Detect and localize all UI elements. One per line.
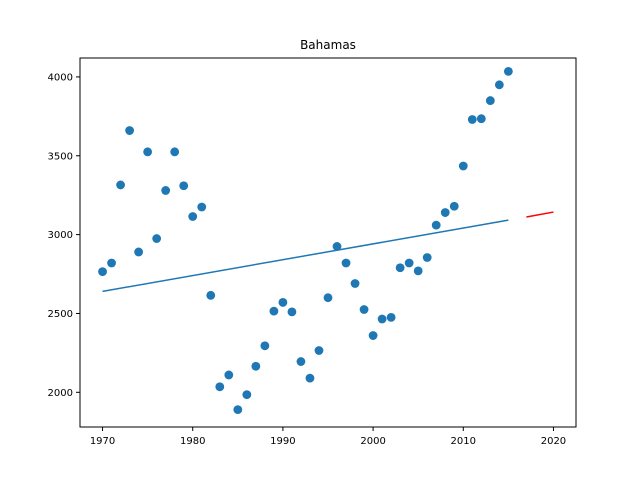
- data-point: [368, 331, 378, 340]
- data-point: [287, 307, 297, 317]
- data-point: [503, 67, 513, 76]
- y-tick-label: 4000: [48, 72, 73, 83]
- x-tick-label: 1970: [90, 436, 115, 447]
- data-point: [305, 373, 315, 383]
- data-point: [116, 180, 125, 190]
- data-point: [359, 305, 369, 314]
- data-point: [431, 220, 441, 230]
- data-point: [98, 267, 107, 277]
- chart-title: Bahamas: [300, 38, 356, 52]
- points-layer: [98, 67, 513, 415]
- data-point: [197, 202, 207, 212]
- x-tick-label: 2010: [451, 436, 476, 447]
- data-point: [242, 390, 252, 400]
- plot-frame: [79, 57, 577, 428]
- data-point: [224, 370, 234, 380]
- data-point: [404, 258, 414, 268]
- data-point: [386, 313, 396, 322]
- data-point: [152, 234, 162, 243]
- data-point: [377, 314, 387, 324]
- data-point: [323, 293, 333, 303]
- forecast-line: [526, 211, 554, 218]
- data-point: [467, 115, 477, 124]
- y-tick-label: 2000: [48, 388, 73, 399]
- data-point: [296, 357, 306, 366]
- data-point: [143, 147, 153, 157]
- fit-layer: [102, 211, 554, 293]
- plot-background: [80, 58, 576, 427]
- y-tick-label: 3000: [48, 230, 73, 241]
- data-point: [251, 361, 261, 371]
- data-point: [278, 298, 288, 307]
- x-tick-label: 1980: [180, 436, 205, 447]
- data-point: [494, 80, 504, 90]
- x-tick-label: 2020: [541, 436, 566, 447]
- data-point: [413, 266, 423, 276]
- x-tick-label: 1990: [270, 436, 295, 447]
- y-tick-label: 2500: [48, 309, 73, 320]
- data-point: [341, 258, 351, 268]
- data-point: [269, 306, 279, 316]
- x-axis: 1970 1980 1990 2000 2010 2020: [90, 427, 566, 447]
- data-point: [215, 382, 225, 392]
- data-point: [161, 186, 171, 195]
- data-point: [440, 208, 450, 217]
- data-point: [332, 242, 342, 251]
- data-point: [476, 114, 486, 124]
- data-point: [260, 341, 270, 351]
- y-axis: 2000 2500 3000 3500 4000: [48, 72, 80, 399]
- x-tick-label: 2000: [360, 436, 385, 447]
- data-point: [134, 247, 144, 257]
- data-point: [233, 405, 243, 415]
- data-point: [395, 263, 405, 273]
- data-point: [107, 258, 116, 268]
- data-point: [206, 290, 216, 300]
- data-point: [422, 253, 432, 262]
- data-point: [485, 96, 495, 105]
- data-point: [350, 279, 360, 288]
- data-point: [449, 201, 459, 211]
- data-point: [179, 181, 189, 191]
- data-point: [314, 346, 324, 355]
- data-point: [188, 212, 198, 221]
- data-point: [125, 126, 134, 135]
- data-point: [170, 147, 180, 157]
- y-tick-label: 3500: [48, 151, 73, 162]
- data-point: [458, 161, 468, 171]
- trend-line: [102, 219, 509, 293]
